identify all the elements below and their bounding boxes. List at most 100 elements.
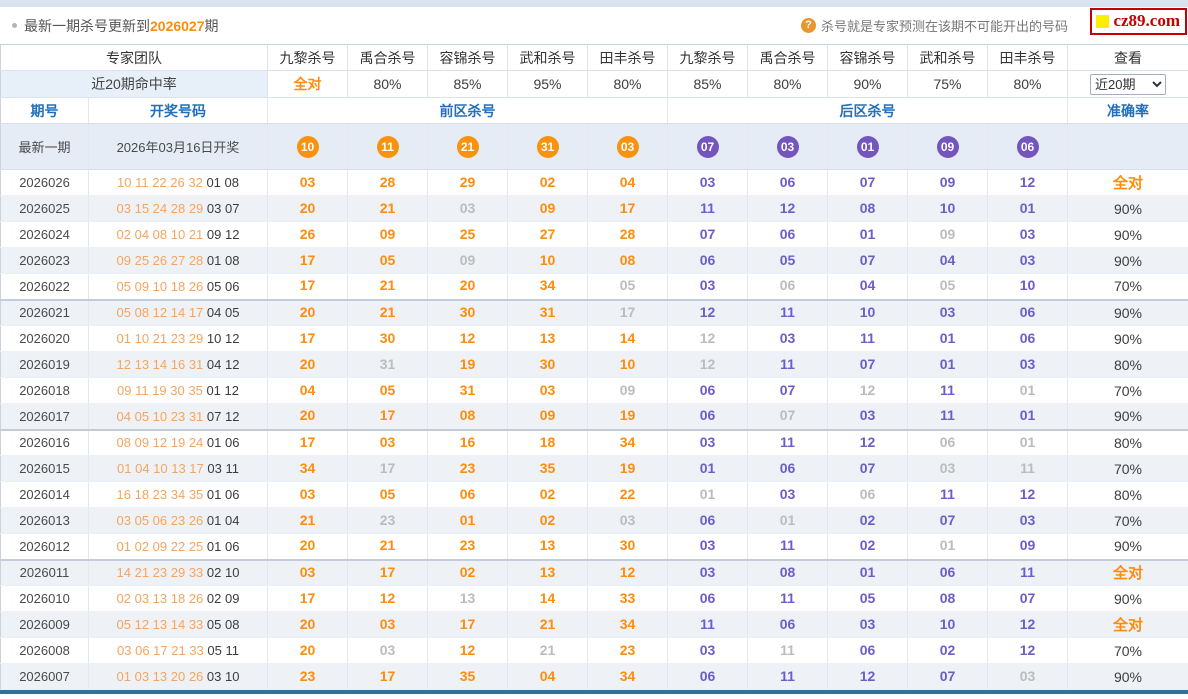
- back-kill-number: 02: [859, 537, 876, 554]
- issue-cell: 2026025: [0, 195, 89, 222]
- front-kill-cell: 02: [507, 481, 588, 508]
- draw-back-numbers: 03 07: [206, 201, 240, 216]
- front-kill-cell: 17: [267, 273, 348, 301]
- back-kill-number: 01: [779, 511, 796, 528]
- issue-cell: 2026018: [0, 377, 89, 404]
- front-kill-cell: 21: [507, 611, 588, 638]
- front-kill-number: 17: [379, 667, 396, 684]
- front-kill-number: 17: [619, 199, 636, 216]
- issue-cell: 2026014: [0, 481, 89, 508]
- accuracy-cell: 全对: [1067, 169, 1188, 196]
- front-kill-cell: 03: [347, 429, 428, 456]
- front-kill-cell: 10: [507, 247, 588, 274]
- accuracy-cell: 90%: [1067, 299, 1188, 326]
- accuracy-cell: 全对: [1067, 559, 1188, 586]
- front-kill-number: 20: [459, 277, 476, 294]
- back-kill-number: 10: [939, 199, 956, 216]
- front-kill-number: 03: [619, 511, 636, 528]
- history-row: 2026026 10 11 22 26 32 01 08 03 28 29 02 04 03 0…: [0, 169, 1188, 196]
- question-icon[interactable]: ?: [800, 18, 816, 33]
- back-kill-number: 03: [699, 537, 716, 554]
- draw-back-numbers: 02 10: [206, 565, 240, 581]
- back-kill-number: 06: [779, 459, 796, 476]
- back-kill-number: 07: [939, 667, 956, 684]
- range-select[interactable]: 近20期: [1090, 73, 1166, 95]
- draw-front-numbers: 09 11 19 30 35: [117, 383, 203, 398]
- back-kill-number: 12: [699, 355, 716, 372]
- front-kill-number: 12: [619, 563, 636, 580]
- back-kill-cell: 03: [667, 429, 748, 456]
- history-row: 2026021 05 08 12 14 17 04 05 20 21 30 31 17 12 1…: [0, 299, 1188, 326]
- back-kill-number: 02: [939, 641, 956, 658]
- back-kill-number: 07: [779, 407, 796, 424]
- front-kill-cell: 23: [427, 533, 508, 561]
- front-kill-cell: 17: [347, 663, 428, 690]
- back-kill-number: 04: [939, 251, 956, 268]
- back-kill-cell: 03: [667, 637, 748, 664]
- back-kill-cell: 09: [987, 533, 1068, 561]
- kill-number-table: 专家团队 九黎杀号 禹合杀号 容锦杀号 武和杀号 田丰杀号 九黎杀号 禹合杀号 容锦杀号 武和杀…: [0, 44, 1188, 690]
- front-kill-number: 35: [459, 667, 476, 684]
- back-kill-number: 11: [780, 667, 795, 684]
- logo-yellow-square-icon: [1096, 14, 1110, 28]
- history-row: 2026025 03 15 24 28 29 03 07 20 21 03 09 17 11 1…: [0, 195, 1188, 222]
- back-kill-number: 03: [1019, 511, 1036, 528]
- back-kill-cell: 11: [987, 455, 1068, 482]
- back-kill-number: 03: [1019, 355, 1036, 372]
- front-ball: 03: [616, 135, 639, 158]
- front-kill-number: 09: [539, 199, 556, 216]
- front-kill-cell: 35: [507, 455, 588, 482]
- front-kill-cell: 26: [267, 221, 348, 248]
- back-kill-number: 12: [1019, 485, 1036, 502]
- front-kill-number: 13: [459, 589, 476, 606]
- back-kill-cell: 06: [667, 507, 748, 534]
- back-kill-cell: 12: [667, 325, 748, 352]
- front-kill-cell: 17: [347, 403, 428, 431]
- issue-cell: 2026012: [0, 533, 89, 561]
- draw-numbers-cell: 05 12 13 14 33 05 08: [88, 611, 268, 638]
- back-kill-number: 12: [699, 303, 716, 320]
- logo-text: cz89.com: [1113, 11, 1180, 30]
- front-kill-number: 20: [299, 641, 316, 658]
- issue-cell: 2026008: [0, 637, 89, 664]
- draw-back-numbers: 01 06: [206, 435, 240, 451]
- front-kill-number: 20: [299, 199, 316, 216]
- front-kill-cell: 33: [587, 585, 668, 612]
- front-kill-number: 21: [379, 277, 396, 294]
- front-kill-cell: 12: [587, 559, 668, 586]
- front-kill-number: 21: [539, 615, 556, 632]
- back-kill-cell: 01: [827, 221, 908, 248]
- back-kill-number: 06: [699, 251, 716, 268]
- back-kill-cell: 03: [827, 403, 908, 431]
- draw-front-numbers: 03 15 24 28 29: [116, 201, 204, 216]
- front-kill-number: 13: [539, 537, 556, 554]
- tip-text: 杀号就是专家预测在该期不可能开出的号码: [820, 19, 1068, 34]
- site-logo[interactable]: cz89.com: [1090, 8, 1187, 35]
- front-kill-cell: 05: [347, 377, 428, 404]
- draw-numbers-cell: 03 05 06 23 26 01 04: [88, 507, 268, 534]
- latest-front-ball-cell: 11: [347, 123, 428, 170]
- back-kill-number: 01: [1019, 407, 1036, 424]
- front-kill-number: 30: [539, 355, 556, 372]
- draw-back-numbers: 03 11: [207, 461, 239, 476]
- history-row: 2026016 08 09 12 19 24 01 06 17 03 16 18 34 03 1…: [0, 429, 1188, 456]
- back-kill-number: 01: [699, 485, 716, 502]
- back-kill-number: 10: [1019, 277, 1036, 294]
- back-kill-cell: 12: [987, 169, 1068, 196]
- hit-rate-value: 85%: [427, 70, 508, 98]
- front-kill-cell: 03: [267, 481, 348, 508]
- notice-suffix: 期: [204, 17, 219, 34]
- back-kill-cell: 03: [827, 611, 908, 638]
- front-kill-cell: 03: [507, 377, 588, 404]
- back-kill-number: 06: [779, 615, 796, 632]
- draw-front-numbers: 05 09 10 18 26: [116, 278, 204, 294]
- back-kill-number: 03: [1019, 667, 1036, 684]
- draw-front-numbers: 05 12 13 14 33: [116, 617, 204, 632]
- back-kill-cell: 09: [907, 169, 988, 196]
- front-kill-number: 18: [539, 433, 556, 450]
- back-kill-number: 11: [940, 407, 955, 424]
- back-kill-cell: 09: [907, 221, 988, 248]
- front-kill-number: 25: [459, 225, 476, 242]
- issue-cell: 2026019: [0, 351, 89, 378]
- issue-cell: 2026010: [0, 585, 89, 612]
